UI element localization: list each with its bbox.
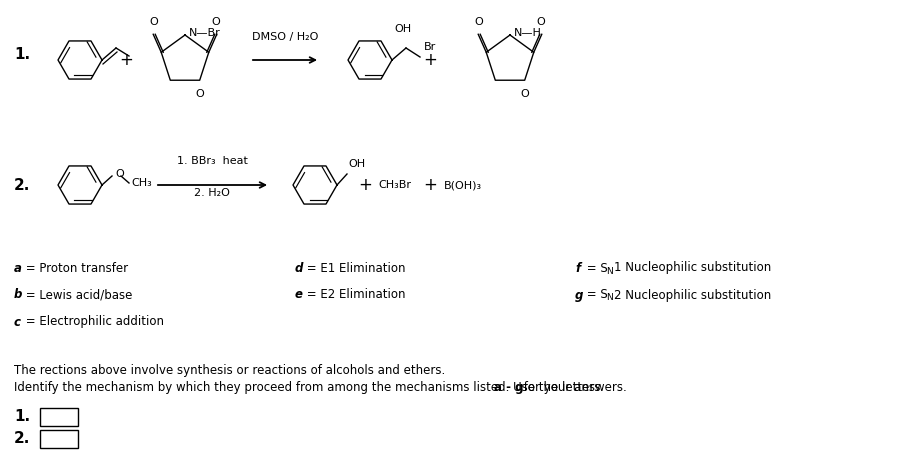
Text: for your answers.: for your answers. xyxy=(520,380,627,394)
Text: 1.: 1. xyxy=(14,47,30,63)
Text: +: + xyxy=(423,176,437,194)
Text: Identify the mechanism by which they proceed from among the mechanisms listed. U: Identify the mechanism by which they pro… xyxy=(14,380,604,394)
Text: OH: OH xyxy=(394,24,412,34)
Text: N: N xyxy=(606,294,613,302)
Text: DMSO / H₂O: DMSO / H₂O xyxy=(252,32,318,42)
Text: c: c xyxy=(14,315,21,329)
Text: 1 Nucleophilic substitution: 1 Nucleophilic substitution xyxy=(614,261,771,274)
Bar xyxy=(40,430,78,448)
Text: 1.: 1. xyxy=(14,408,30,424)
Text: a - g: a - g xyxy=(494,380,523,394)
Text: 1. BBr₃  heat: 1. BBr₃ heat xyxy=(177,156,247,166)
Text: O: O xyxy=(115,169,124,179)
Text: = S: = S xyxy=(583,289,608,301)
Text: b: b xyxy=(14,289,22,301)
Bar xyxy=(40,408,78,426)
Text: CH₃Br: CH₃Br xyxy=(378,180,411,190)
Text: g: g xyxy=(575,289,584,301)
Text: O: O xyxy=(536,17,545,27)
Text: O: O xyxy=(475,17,484,27)
Text: O: O xyxy=(150,17,158,27)
Text: = S: = S xyxy=(583,261,608,274)
Text: = E1 Elimination: = E1 Elimination xyxy=(303,261,405,274)
Text: = E2 Elimination: = E2 Elimination xyxy=(303,289,405,301)
Text: 2 Nucleophilic substitution: 2 Nucleophilic substitution xyxy=(614,289,771,301)
Text: d: d xyxy=(295,261,304,274)
Text: B(OH)₃: B(OH)₃ xyxy=(444,180,482,190)
Text: N—H: N—H xyxy=(514,28,542,38)
Text: N—Br: N—Br xyxy=(189,28,221,38)
Text: Br: Br xyxy=(424,42,436,52)
Text: +: + xyxy=(119,51,133,69)
Text: = Proton transfer: = Proton transfer xyxy=(22,261,128,274)
Text: +: + xyxy=(423,51,437,69)
Text: O: O xyxy=(521,89,529,99)
Text: The rections above involve synthesis or reactions of alcohols and ethers.: The rections above involve synthesis or … xyxy=(14,364,446,377)
Text: = Electrophilic addition: = Electrophilic addition xyxy=(22,315,164,329)
Text: OH: OH xyxy=(348,159,365,169)
Text: 2. H₂O: 2. H₂O xyxy=(194,188,230,198)
Text: f: f xyxy=(575,261,580,274)
Text: CH₃: CH₃ xyxy=(131,178,152,188)
Text: a: a xyxy=(14,261,22,274)
Text: N: N xyxy=(606,266,613,276)
Text: +: + xyxy=(358,176,371,194)
Text: O: O xyxy=(211,17,221,27)
Text: = Lewis acid/base: = Lewis acid/base xyxy=(22,289,133,301)
Text: 2.: 2. xyxy=(14,431,30,445)
Text: 2.: 2. xyxy=(14,177,30,193)
Text: O: O xyxy=(195,89,204,99)
Text: e: e xyxy=(295,289,303,301)
